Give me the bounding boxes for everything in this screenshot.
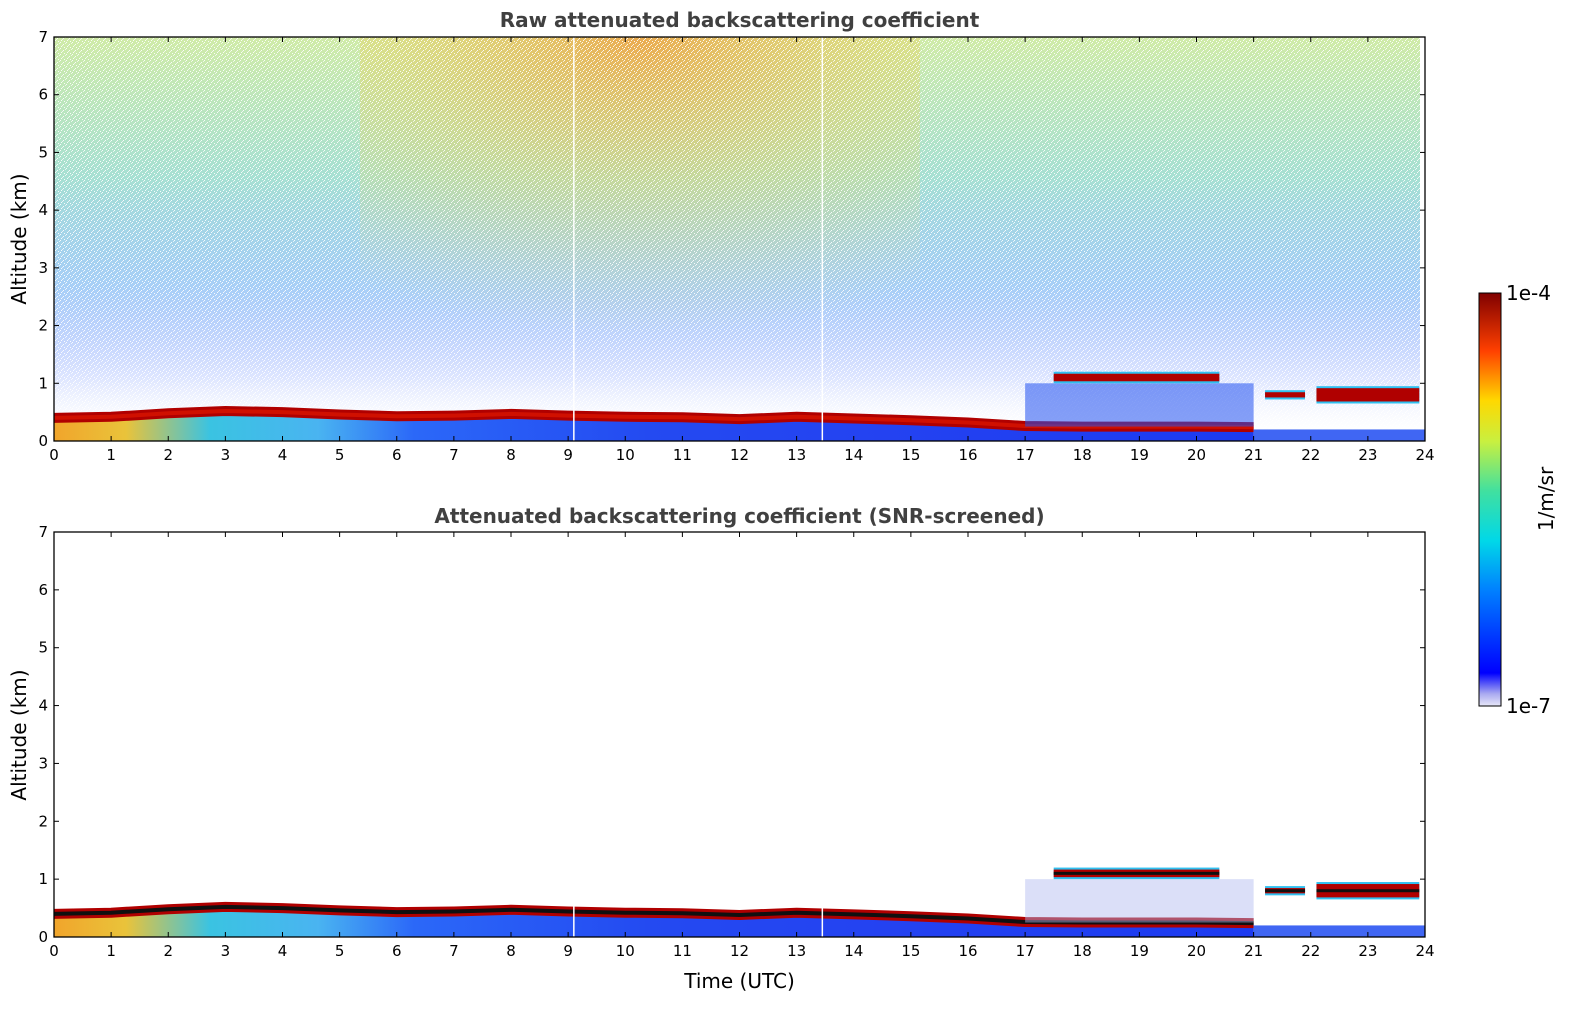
y-tick-label: 2 [38, 317, 48, 335]
colorbar-gradient [1478, 292, 1502, 707]
late-boundary-fill [1253, 429, 1425, 441]
panel2-y-axis-label: Altitude (km) [7, 669, 31, 800]
x-tick-label: 18 [1073, 446, 1092, 464]
x-tick-label: 8 [506, 942, 516, 960]
x-tick-label: 2 [163, 942, 173, 960]
x-tick-label: 4 [278, 446, 288, 464]
y-tick-label: 1 [38, 870, 48, 888]
x-tick-label: 9 [563, 942, 573, 960]
x-axis-label: Time (UTC) [683, 969, 795, 993]
panel2-title: Attenuated backscattering coefficient (S… [434, 504, 1044, 528]
x-tick-label: 13 [787, 942, 806, 960]
x-tick-label: 16 [958, 446, 977, 464]
x-tick-label: 7 [449, 446, 459, 464]
y-tick-label: 7 [38, 523, 48, 541]
y-tick-label: 2 [38, 812, 48, 830]
panel1-title: Raw attenuated backscattering coefficien… [500, 8, 980, 32]
x-tick-label: 11 [673, 446, 692, 464]
colorbar-min-label: 1e-7 [1506, 694, 1551, 718]
x-tick-label: 2 [163, 446, 173, 464]
y-tick-label: 6 [38, 86, 48, 104]
x-tick-label: 13 [787, 446, 806, 464]
x-tick-label: 11 [673, 942, 692, 960]
x-tick-label: 14 [844, 942, 863, 960]
x-tick-label: 18 [1073, 942, 1092, 960]
x-tick-label: 22 [1301, 942, 1320, 960]
x-tick-label: 16 [958, 942, 977, 960]
x-tick-label: 23 [1358, 942, 1377, 960]
x-tick-label: 22 [1301, 446, 1320, 464]
cloud-layer [1316, 388, 1420, 402]
cloud-layer [1265, 392, 1306, 398]
y-tick-label: 5 [38, 143, 48, 161]
y-tick-label: 1 [38, 374, 48, 392]
fallstreak-region [1025, 383, 1254, 427]
colorbar: 1e-4 1e-7 1/m/sr [1478, 281, 1558, 718]
x-tick-label: 17 [1016, 942, 1035, 960]
x-tick-label: 21 [1244, 942, 1263, 960]
colorbar-unit-label: 1/m/sr [1534, 466, 1558, 531]
y-tick-label: 4 [38, 201, 48, 219]
x-tick-label: 24 [1415, 446, 1434, 464]
x-tick-label: 12 [730, 942, 749, 960]
panel2-plot-area [54, 532, 1425, 937]
cloud-layer-core [1265, 889, 1306, 893]
y-tick-label: 0 [38, 432, 48, 450]
y-tick-label: 5 [38, 639, 48, 657]
x-tick-label: 17 [1016, 446, 1035, 464]
x-tick-label: 19 [1130, 446, 1149, 464]
y-tick-label: 0 [38, 928, 48, 946]
cloud-layer-core [1053, 871, 1220, 875]
boundary-layer-core [54, 904, 1254, 926]
snr-screened-panel: Attenuated backscattering coefficient (S… [7, 504, 1435, 993]
x-tick-label: 19 [1130, 942, 1149, 960]
x-tick-label: 20 [1187, 942, 1206, 960]
x-tick-label: 6 [392, 446, 402, 464]
x-tick-label: 10 [616, 942, 635, 960]
x-tick-label: 7 [449, 942, 459, 960]
x-tick-label: 0 [49, 446, 59, 464]
panel1-plot-area [54, 37, 1425, 441]
x-tick-label: 21 [1244, 446, 1263, 464]
fallstreak-region [1025, 879, 1254, 923]
x-tick-label: 9 [563, 446, 573, 464]
y-tick-label: 6 [38, 581, 48, 599]
x-tick-label: 3 [221, 942, 231, 960]
x-tick-label: 12 [730, 446, 749, 464]
x-tick-label: 5 [335, 942, 345, 960]
y-tick-label: 3 [38, 754, 48, 772]
x-tick-label: 3 [221, 446, 231, 464]
x-tick-label: 6 [392, 942, 402, 960]
x-tick-label: 24 [1415, 942, 1434, 960]
x-tick-label: 1 [106, 446, 116, 464]
x-tick-label: 20 [1187, 446, 1206, 464]
panel1-y-axis-label: Altitude (km) [7, 173, 31, 304]
x-tick-label: 0 [49, 942, 59, 960]
x-tick-label: 1 [106, 942, 116, 960]
cloud-layer-core [1316, 889, 1420, 893]
x-tick-label: 15 [901, 446, 920, 464]
x-tick-label: 5 [335, 446, 345, 464]
raw-backscatter-panel: Raw attenuated backscattering coefficien… [7, 8, 1435, 464]
x-tick-label: 8 [506, 446, 516, 464]
x-tick-label: 10 [616, 446, 635, 464]
cloud-layer [1053, 373, 1220, 382]
y-tick-label: 4 [38, 697, 48, 715]
colorbar-max-label: 1e-4 [1506, 281, 1551, 305]
x-tick-label: 14 [844, 446, 863, 464]
x-tick-label: 15 [901, 942, 920, 960]
y-tick-label: 7 [38, 28, 48, 46]
x-tick-label: 23 [1358, 446, 1377, 464]
x-tick-label: 4 [278, 942, 288, 960]
late-boundary-fill [1253, 925, 1425, 937]
y-tick-label: 3 [38, 259, 48, 277]
